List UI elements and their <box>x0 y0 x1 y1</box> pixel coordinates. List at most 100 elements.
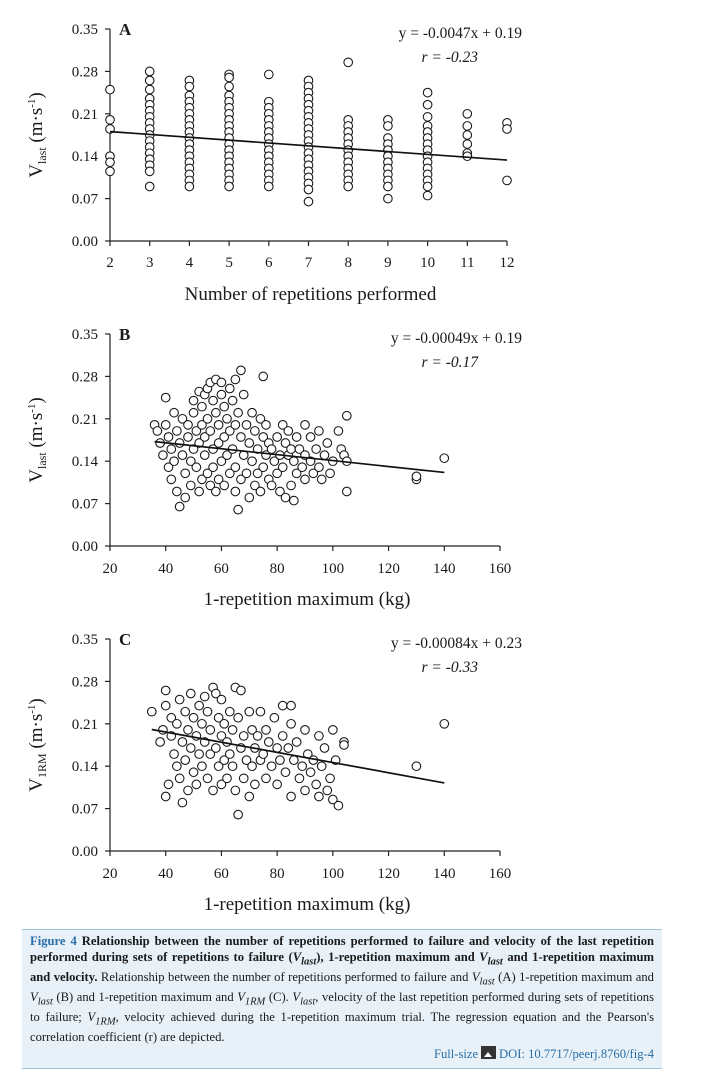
data-point <box>343 181 354 192</box>
data-point <box>300 474 310 485</box>
y-tick-label: 0.14 <box>72 149 99 165</box>
full-size-link[interactable]: Full-size <box>433 1046 479 1061</box>
y-tick-label: 0.35 <box>72 22 98 38</box>
data-point <box>247 407 257 418</box>
x-tick-label: 5 <box>225 255 233 271</box>
data-point <box>258 432 269 442</box>
data-point <box>166 444 177 454</box>
x-tick-label: 80 <box>270 561 285 577</box>
regression-equation: y = -0.00084x + 0.23 <box>391 635 522 652</box>
data-point <box>184 181 195 192</box>
data-point <box>172 761 182 772</box>
data-point <box>230 785 241 796</box>
data-point <box>216 694 227 705</box>
data-point <box>233 407 243 418</box>
x-tick-label: 120 <box>377 866 400 882</box>
data-point <box>462 121 473 131</box>
data-point <box>462 139 473 149</box>
data-point <box>261 420 271 430</box>
data-point <box>383 193 393 204</box>
data-point <box>183 785 193 796</box>
data-point <box>233 809 243 820</box>
data-point <box>316 474 327 485</box>
data-point <box>219 718 230 729</box>
data-point <box>224 749 235 759</box>
data-point <box>219 401 230 412</box>
data-point <box>213 712 224 723</box>
x-tick-label: 140 <box>433 866 456 882</box>
data-point <box>177 737 188 747</box>
data-point <box>199 450 210 460</box>
data-point <box>422 111 433 122</box>
data-point <box>163 432 174 442</box>
panel-letter: C <box>119 630 131 649</box>
data-point <box>277 731 288 741</box>
data-point <box>261 725 271 735</box>
caption-text-4: (C). <box>265 989 293 1004</box>
data-point <box>180 468 191 479</box>
data-point <box>166 712 177 723</box>
y-axis-title: V1RM (m·s-1) <box>26 698 49 792</box>
caption-title-part3: and 1-repetition maximum and velocity. <box>30 949 654 984</box>
data-point <box>291 432 302 442</box>
data-point <box>300 785 310 796</box>
x-tick-label: 160 <box>489 866 512 882</box>
x-tick-label: 10 <box>420 255 435 271</box>
data-point <box>294 444 305 454</box>
data-point <box>269 712 280 723</box>
doi-link[interactable]: DOI: 10.7717/peerj.8760/fig-4 <box>499 1046 654 1061</box>
data-point <box>205 725 216 735</box>
data-point <box>197 420 207 430</box>
data-point <box>241 755 252 765</box>
data-point <box>211 743 221 753</box>
image-icon[interactable] <box>481 1045 497 1059</box>
data-point <box>383 121 393 131</box>
x-tick-label: 40 <box>158 866 173 882</box>
data-point <box>155 737 165 747</box>
y-tick-label: 0.28 <box>72 369 98 385</box>
data-point <box>105 115 115 125</box>
caption-title-part2: ), 1-repetition maximum and <box>316 949 480 964</box>
x-axis-title: 1-repetition maximum (kg) <box>204 894 411 915</box>
data-point <box>322 785 333 796</box>
data-point <box>291 737 302 747</box>
data-point <box>333 800 344 811</box>
data-point <box>205 749 216 759</box>
data-point <box>502 175 512 186</box>
y-tick-label: 0.07 <box>72 192 99 208</box>
y-tick-label: 0.21 <box>72 412 98 428</box>
data-point <box>224 706 235 717</box>
data-point <box>185 480 196 491</box>
data-point <box>341 410 352 421</box>
data-point <box>422 99 433 110</box>
data-point <box>275 486 285 497</box>
data-point <box>160 700 171 711</box>
data-point <box>227 725 238 735</box>
caption-text-3: (B) and 1-repetition maximum and <box>52 989 238 1004</box>
data-point <box>208 395 218 406</box>
scatter-panel-a: 0.00 0.07 0.14 0.21 0.28 0.35 2 3 4 5 6 7 8 9 10 11 12 Nu… <box>26 20 522 305</box>
figure-caption: Figure 4 Relationship between the number… <box>22 929 662 1069</box>
data-point <box>236 474 246 485</box>
data-point <box>163 462 174 473</box>
data-point <box>289 495 299 506</box>
x-tick-label: 100 <box>322 866 345 882</box>
data-point <box>303 184 314 195</box>
x-axis-title: 1-repetition maximum (kg) <box>204 589 411 610</box>
y-tick-label: 0.14 <box>72 759 99 775</box>
data-point <box>188 395 199 406</box>
scatter-panel-c: 0.00 0.07 0.14 0.21 0.28 0.35 20 40 60 80 100 120 14… <box>26 630 522 915</box>
data-point <box>316 761 327 772</box>
data-point <box>258 371 269 382</box>
data-point <box>227 761 238 772</box>
panel-letter: B <box>119 325 130 344</box>
data-point <box>266 444 277 454</box>
data-point <box>250 426 260 436</box>
data-point <box>286 791 296 802</box>
data-point <box>238 731 249 741</box>
data-point <box>277 462 288 473</box>
data-point <box>169 456 179 467</box>
data-point <box>194 486 204 497</box>
data-point <box>383 181 393 192</box>
data-point <box>197 474 207 485</box>
